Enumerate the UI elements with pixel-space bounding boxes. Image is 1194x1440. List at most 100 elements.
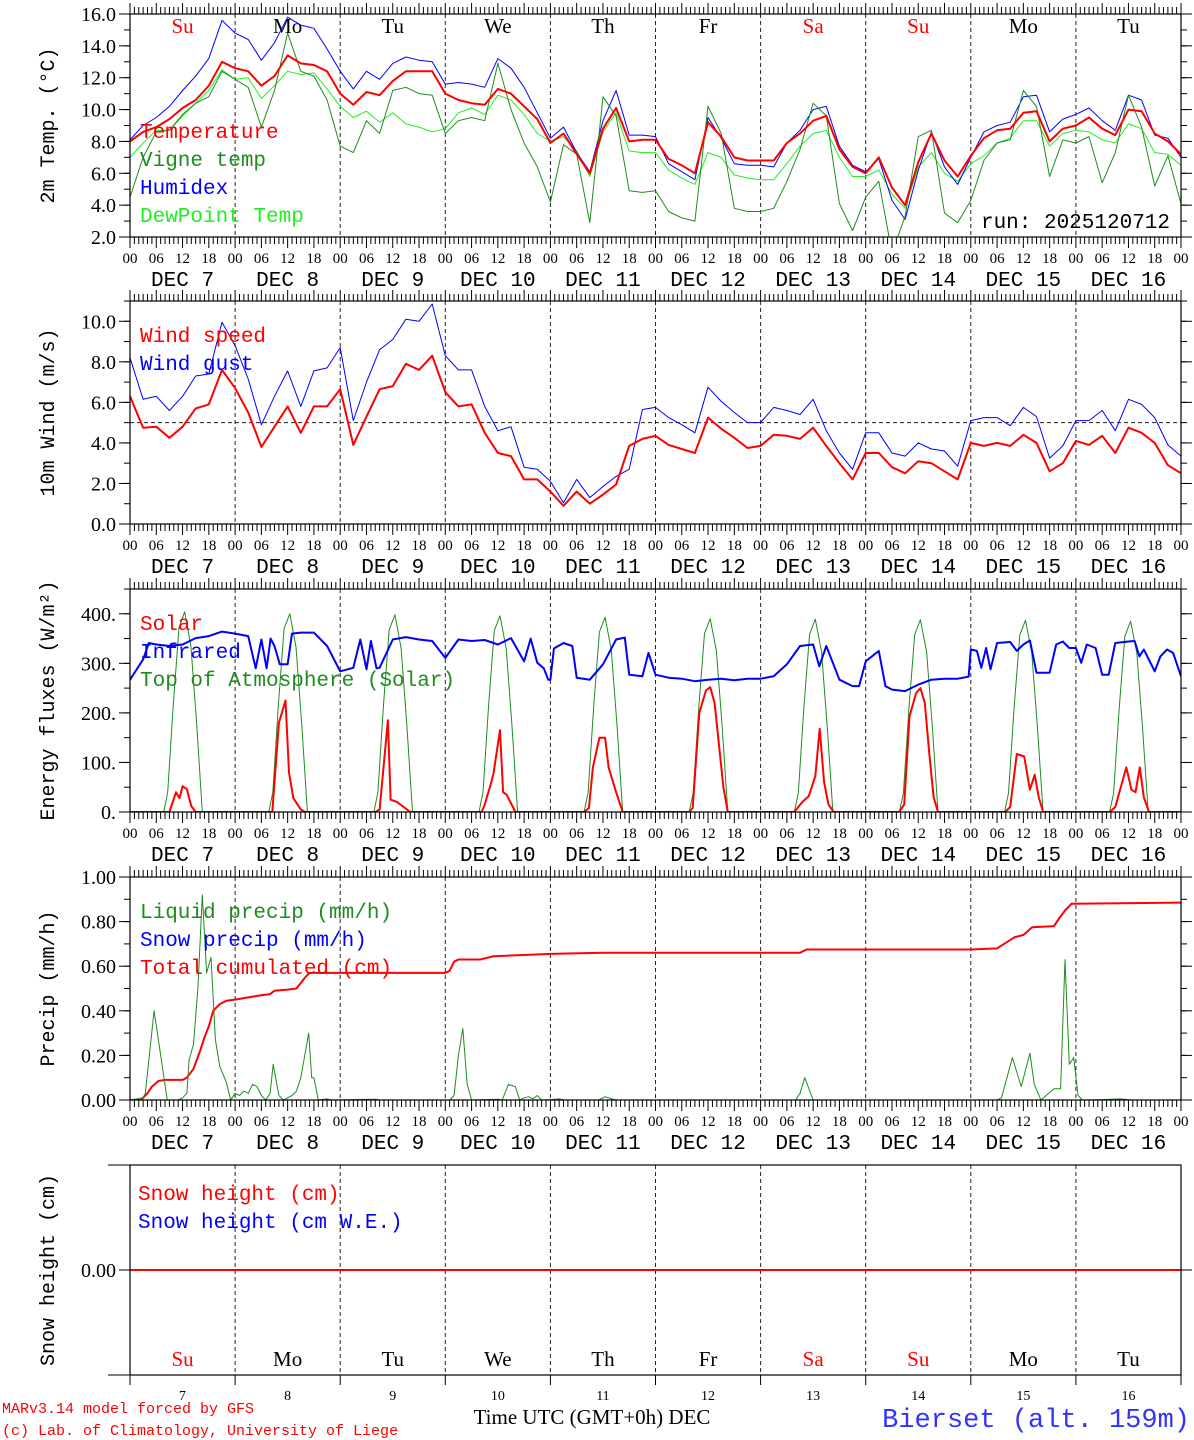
- x-hour-label: 18: [201, 1114, 216, 1130]
- x-hour-label: 00: [1068, 538, 1083, 554]
- x-hour-label: 00: [1174, 826, 1189, 842]
- x-day-number: 9: [389, 1389, 396, 1404]
- x-day-label: DEC 15: [986, 557, 1062, 580]
- x-hour-label: 00: [228, 1114, 243, 1130]
- x-hour-label: 12: [911, 1114, 926, 1130]
- x-hour-label: 06: [359, 538, 375, 554]
- weekday-label: Sa: [803, 1347, 825, 1371]
- x-hour-label: 00: [123, 251, 138, 267]
- plot-frame: [129, 13, 1182, 238]
- x-hour-label: 00: [858, 826, 873, 842]
- x-hour-label: 18: [1147, 826, 1162, 842]
- x-hour-label: 06: [254, 826, 270, 842]
- x-hour-label: 12: [701, 538, 716, 554]
- x-hour-label: 06: [990, 826, 1006, 842]
- x-hour-label: 00: [543, 1114, 558, 1130]
- x-hour-label: 12: [1121, 1114, 1136, 1130]
- x-day-label: DEC 10: [460, 270, 536, 293]
- station-label: Bierset (alt. 159m): [882, 1406, 1190, 1436]
- y-tick-label: 6.0: [91, 392, 116, 414]
- weekday-label: Su: [907, 1347, 930, 1371]
- weekday-label: Tu: [381, 1347, 404, 1371]
- model-credit: MARv3.14 model forced by GFS: [2, 1401, 254, 1418]
- weekday-label: We: [484, 14, 511, 38]
- weekday-label: Su: [907, 14, 930, 38]
- x-hour-label: 12: [385, 1114, 400, 1130]
- x-day-label: DEC 16: [1091, 557, 1167, 580]
- x-hour-label: 00: [543, 251, 558, 267]
- x-hour-label: 18: [622, 826, 637, 842]
- x-hour-label: 06: [674, 538, 690, 554]
- weekday-label: Mo: [1009, 1347, 1038, 1371]
- x-day-label: DEC 10: [460, 845, 536, 868]
- x-hour-label: 00: [1068, 826, 1083, 842]
- x-day-label: DEC 8: [256, 270, 319, 293]
- x-hour-label: 06: [359, 826, 375, 842]
- y-tick-label: 2.0: [91, 473, 116, 495]
- panel-temperature: 2.0 4.0 6.0 8.0 10.0 12.0 14.0 16.0 00 06 12 18 DEC …: [38, 3, 1192, 293]
- x-hour-label: 00: [123, 826, 138, 842]
- y-tick-label: 400.: [81, 604, 116, 626]
- x-day-label: DEC 11: [565, 845, 641, 868]
- x-hour-label: 06: [464, 251, 480, 267]
- x-hour-label: 06: [779, 251, 795, 267]
- legend-entry-infrared: Infrared: [140, 642, 241, 665]
- y-tick-label: 12.0: [81, 68, 116, 90]
- y-tick-label: 200.: [81, 703, 116, 725]
- x-hour-label: 12: [490, 1114, 505, 1130]
- weekday-label: Su: [171, 1347, 194, 1371]
- x-hour-label: 00: [648, 1114, 663, 1130]
- legend-entry-wind-gust: Wind gust: [140, 354, 253, 377]
- series-line-humidex: [130, 16, 1181, 220]
- legend-entry-snow-precip-mm-h: Snow precip (mm/h): [140, 930, 367, 953]
- weekday-label: Mo: [273, 1347, 302, 1371]
- x-day-label: DEC 10: [460, 557, 536, 580]
- x-hour-label: 18: [727, 826, 742, 842]
- legend-entry-total-cumulated-cm: Total cumulated (cm): [140, 958, 392, 981]
- x-day-label: DEC 11: [565, 270, 641, 293]
- x-hour-label: 12: [175, 251, 190, 267]
- x-hour-label: 18: [1147, 538, 1162, 554]
- x-hour-label: 18: [1147, 251, 1162, 267]
- x-hour-label: 18: [412, 251, 427, 267]
- x-hour-label: 18: [306, 251, 321, 267]
- y-axis-label: 10m Wind (m/s): [38, 328, 61, 496]
- x-hour-label: 12: [175, 826, 190, 842]
- y-tick-label: 100.: [81, 752, 116, 774]
- x-hour-label: 00: [963, 826, 978, 842]
- y-tick-label: 0.00: [81, 1260, 116, 1282]
- x-hour-label: 00: [753, 826, 768, 842]
- x-day-label: DEC 7: [151, 557, 214, 580]
- panel-precip: 0.00 0.20 0.40 0.60 0.80 1.00 00 06 12 18 DEC 7 00 0…: [38, 866, 1192, 1156]
- x-day-number: 14: [911, 1389, 925, 1404]
- x-hour-label: 06: [884, 251, 900, 267]
- y-tick-label: 0.80: [81, 912, 116, 934]
- y-tick-label: 0.60: [81, 956, 116, 978]
- x-hour-label: 12: [701, 1114, 716, 1130]
- x-hour-label: 12: [175, 1114, 190, 1130]
- x-hour-label: 18: [517, 826, 532, 842]
- x-hour-label: 06: [1095, 1114, 1111, 1130]
- x-hour-label: 06: [254, 1114, 270, 1130]
- x-hour-label: 12: [280, 251, 295, 267]
- x-hour-label: 06: [674, 826, 690, 842]
- x-hour-label: 18: [306, 538, 321, 554]
- x-hour-label: 00: [648, 826, 663, 842]
- x-hour-label: 12: [595, 251, 610, 267]
- x-hour-label: 06: [359, 251, 375, 267]
- x-hour-label: 06: [779, 826, 795, 842]
- x-hour-label: 00: [333, 1114, 348, 1130]
- y-tick-label: 0.0: [91, 514, 116, 536]
- x-hour-label: 12: [385, 538, 400, 554]
- x-hour-label: 06: [149, 1114, 165, 1130]
- plot-frame: [129, 588, 1182, 813]
- series-line-temperature: [130, 54, 1181, 207]
- y-axis-label: 2m Temp. (°C): [38, 47, 61, 203]
- x-day-label: DEC 11: [565, 1133, 641, 1156]
- x-hour-label: 12: [490, 251, 505, 267]
- x-day-label: DEC 13: [775, 845, 851, 868]
- x-hour-label: 00: [1174, 1114, 1189, 1130]
- x-hour-label: 18: [1042, 826, 1057, 842]
- x-hour-label: 06: [149, 251, 165, 267]
